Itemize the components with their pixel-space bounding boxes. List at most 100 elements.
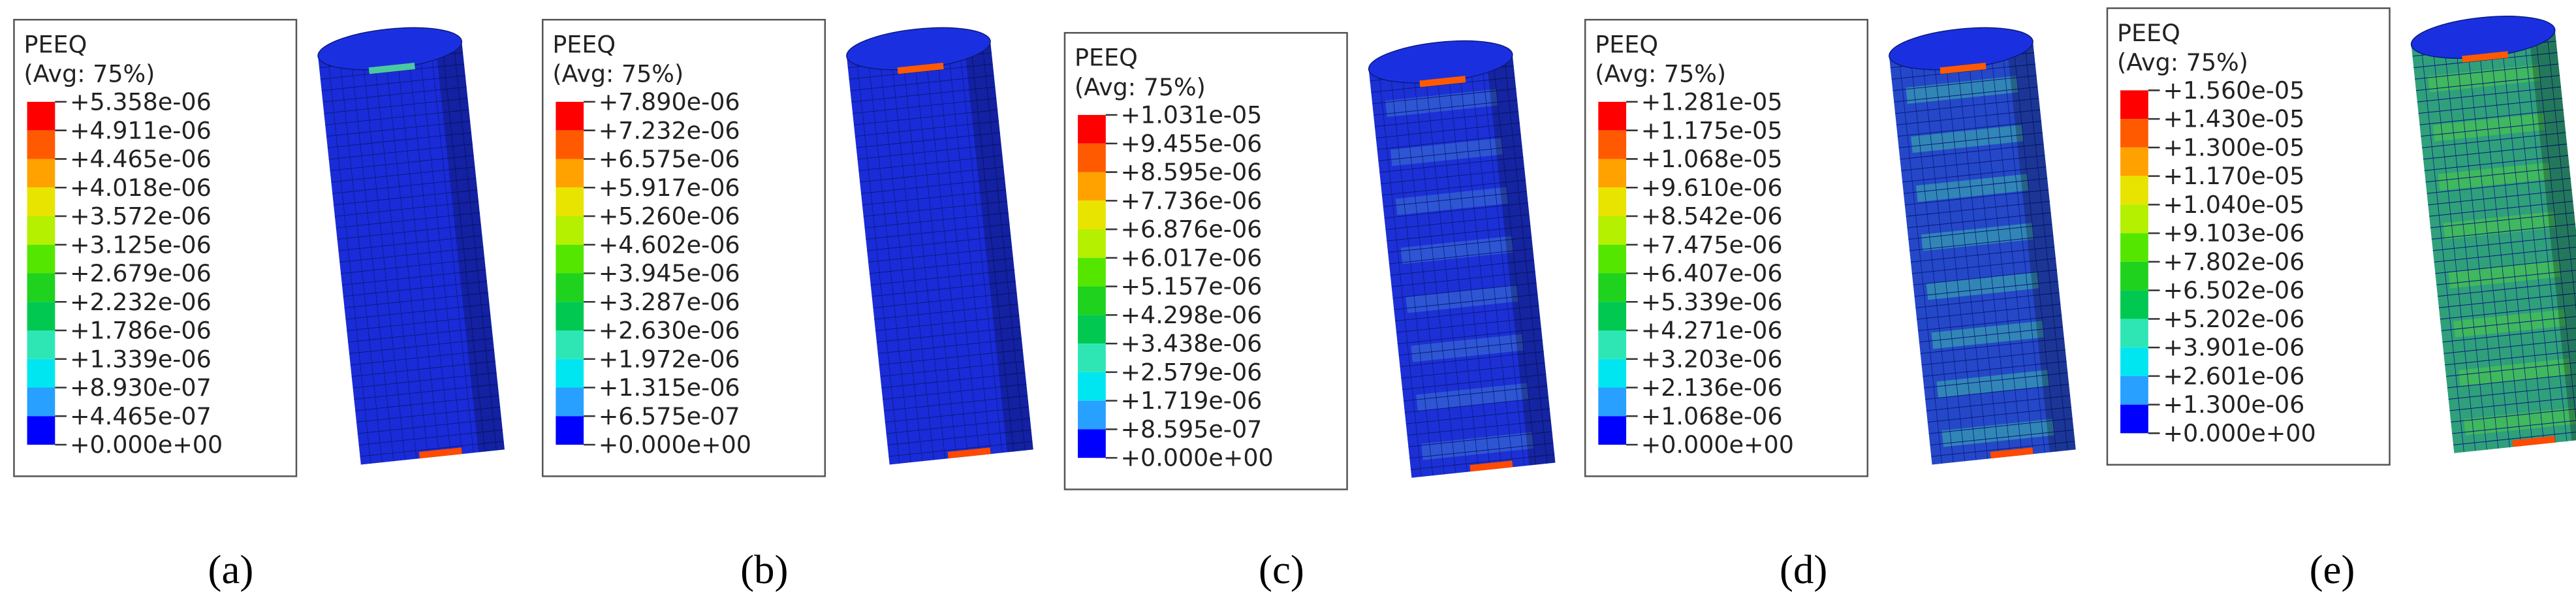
- legend-label: +8.595e-07: [1120, 415, 1262, 443]
- mesh-line: [1990, 45, 2034, 455]
- cylinder-shade: [1390, 138, 1503, 167]
- mesh-line: [864, 212, 1009, 229]
- color-band: [1598, 244, 1627, 274]
- color-band: [2120, 347, 2148, 376]
- mesh-line: [2431, 223, 2576, 240]
- legend-label: +2.232e-06: [70, 288, 212, 316]
- legend-label: +0.000e+00: [1120, 444, 1273, 472]
- legend-label: +3.945e-06: [599, 259, 740, 287]
- mesh-line: [385, 49, 428, 458]
- mesh-line: [1917, 304, 2061, 320]
- mesh-line: [1447, 61, 1490, 470]
- legend-label: +9.610e-06: [1641, 174, 1783, 202]
- legend-label: +9.455e-06: [1120, 129, 1262, 157]
- mesh-line: [2500, 35, 2545, 444]
- legend-label: +0.000e+00: [599, 431, 751, 459]
- mesh-line: [1373, 99, 1518, 116]
- color-band: [556, 302, 584, 330]
- color-band: [27, 416, 55, 445]
- mesh-line: [877, 338, 1022, 354]
- mesh-line: [883, 383, 1027, 400]
- mesh-line: [1914, 281, 2058, 297]
- mesh-line: [1921, 349, 2066, 366]
- mesh-line: [874, 304, 1018, 320]
- mesh-line: [2453, 429, 2576, 445]
- legend-label: +1.068e-06: [1641, 402, 1783, 430]
- legend-label: +6.575e-06: [599, 145, 740, 173]
- cylinder-shade: [1926, 272, 2039, 300]
- color-band: [2120, 147, 2148, 176]
- legend-subtitle: (Avg: 75%): [1075, 73, 1206, 101]
- legend-subtitle: (Avg: 75%): [552, 60, 683, 88]
- mesh-line: [2422, 132, 2566, 148]
- mesh-line: [1923, 360, 2067, 377]
- mesh-line: [351, 360, 495, 377]
- mesh-line: [947, 45, 992, 455]
- legend-label: +5.339e-06: [1641, 288, 1783, 316]
- caption: (b): [740, 547, 788, 592]
- mesh-line: [1396, 317, 1541, 333]
- color-band: [1598, 159, 1627, 188]
- caption: (e): [2310, 547, 2355, 592]
- cylinder-shade: [1936, 370, 2050, 398]
- mesh-line: [326, 121, 471, 137]
- mesh-line: [1381, 180, 1526, 196]
- legend-label: +3.125e-06: [70, 231, 212, 259]
- mesh-line: [1389, 67, 1434, 476]
- mesh-line: [2428, 189, 2572, 206]
- mesh-line: [328, 144, 473, 160]
- panel: PEEQ(Avg: 75%)+5.358e-06+4.911e-06+4.465…: [13, 18, 505, 592]
- color-band: [1078, 400, 1106, 430]
- mesh-line: [1406, 408, 1550, 424]
- mesh-line: [1933, 52, 1977, 460]
- edge-shade: [1486, 54, 1556, 466]
- mesh-line: [856, 132, 1000, 148]
- mesh-line: [1388, 236, 1532, 253]
- mesh-line: [337, 223, 481, 240]
- mesh-line: [334, 189, 478, 206]
- mesh-line: [2430, 212, 2575, 229]
- panel: PEEQ(Avg: 75%)+1.560e-05+1.430e-05+1.300…: [2106, 7, 2576, 592]
- legend-label: +4.911e-06: [70, 116, 212, 144]
- legend-label: +6.502e-06: [2163, 276, 2304, 304]
- mesh-line: [2445, 349, 2576, 366]
- color-band: [27, 387, 55, 417]
- color-band: [27, 215, 55, 245]
- mesh-line: [2013, 43, 2057, 452]
- legend-label: +6.876e-06: [1120, 215, 1262, 244]
- mesh-line: [2417, 86, 2561, 103]
- mesh-line: [1412, 65, 1456, 473]
- mesh-line: [887, 429, 1031, 445]
- mesh-line: [358, 429, 503, 445]
- edge-shade: [2006, 41, 2076, 453]
- panel: PEEQ(Avg: 75%)+1.281e-05+1.175e-05+1.068…: [1584, 18, 2076, 592]
- mesh-line: [353, 372, 497, 389]
- mesh-line: [860, 167, 1004, 183]
- mesh-line: [1920, 338, 2064, 354]
- legend-label: +4.602e-06: [599, 231, 740, 259]
- legend-label: +5.202e-06: [2163, 305, 2304, 333]
- cylinder-shade: [863, 76, 976, 104]
- mesh-line: [1404, 396, 1549, 413]
- legend-label: +7.890e-06: [599, 88, 740, 116]
- mesh-line: [2423, 144, 2568, 160]
- legend-box: [541, 18, 826, 477]
- mesh-line: [1408, 431, 1552, 447]
- hot-strip: [947, 447, 991, 459]
- color-band: [556, 330, 584, 359]
- mesh-line: [347, 315, 491, 331]
- mesh-line: [876, 327, 1021, 343]
- color-band: [27, 302, 55, 330]
- mesh-line: [341, 258, 485, 274]
- color-band: [1598, 187, 1627, 216]
- mesh-line: [881, 372, 1026, 389]
- mesh-line: [339, 246, 484, 263]
- color-band: [556, 130, 584, 159]
- hot-strip: [1419, 76, 1466, 88]
- hot-strip: [418, 447, 462, 459]
- color-band: [27, 273, 55, 302]
- mesh-line: [396, 48, 440, 456]
- mesh-line: [1927, 406, 2071, 423]
- mesh-line: [866, 223, 1010, 240]
